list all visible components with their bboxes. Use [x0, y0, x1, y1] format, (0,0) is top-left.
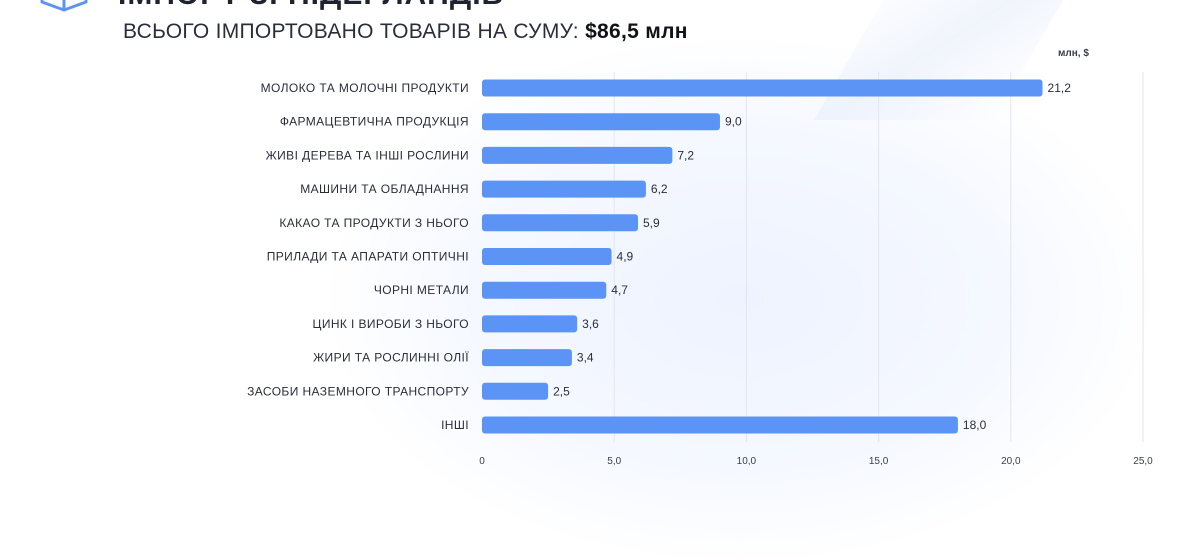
category-label: ЦИНК І ВИРОБИ З НЬОГО: [313, 317, 469, 331]
subtitle-prefix: ВСЬОГО ІМПОРТОВАНО ТОВАРІВ НА СУМУ:: [123, 20, 579, 43]
category-label: ЗАСОБИ НАЗЕМНОГО ТРАНСПОРТУ: [247, 384, 469, 398]
x-tick-label: 0: [479, 456, 485, 467]
category-label: ПРИЛАДИ ТА АПАРАТИ ОПТИЧНІ: [267, 250, 469, 264]
category-label: ЖИВІ ДЕРЕВА ТА ІНШІ РОСЛИНИ: [266, 148, 469, 162]
category-label: КАКАО ТА ПРОДУКТИ З НЬОГО: [279, 216, 469, 230]
value-label: 3,4: [577, 351, 594, 365]
page-title: ІМПОРТ ЗІ НІДЕРЛАНДІВ: [118, 0, 504, 12]
category-label: ЖИРИ ТА РОСЛИННІ ОЛІЇ: [313, 351, 469, 365]
bar: [482, 113, 720, 131]
value-label: 2,5: [553, 384, 570, 398]
bar-chart: 0 5,0 10,0 15,0 20,0 25,0 МОЛОКО ТА МОЛОЧНІ ПР…: [247, 72, 1153, 467]
x-tick-label: 5,0: [607, 456, 621, 467]
x-tick-label: 10,0: [737, 456, 757, 467]
value-label: 9,0: [725, 115, 742, 129]
category-label: ЧОРНІ МЕТАЛИ: [374, 283, 469, 297]
x-tick-label: 20,0: [1001, 456, 1021, 467]
x-tick-label: 15,0: [869, 456, 889, 467]
value-label: 5,9: [643, 216, 660, 230]
background-glow: [330, 40, 1150, 560]
bar: [482, 214, 638, 232]
x-tick-label: 25,0: [1133, 456, 1153, 467]
bar: [482, 146, 673, 164]
bar: [482, 382, 549, 400]
bar: [482, 79, 1043, 97]
value-label: 4,9: [617, 250, 634, 264]
value-label: 6,2: [651, 182, 668, 196]
bar: [482, 248, 612, 265]
value-label: 18,0: [963, 418, 987, 432]
value-label: 3,6: [582, 317, 599, 331]
category-label: МОЛОКО ТА МОЛОЧНІ ПРОДУКТИ: [261, 81, 469, 95]
bar: [482, 349, 572, 367]
unit-label: млн, $: [1058, 48, 1089, 59]
category-label: ФАРМАЦЕВТИЧНА ПРОДУКЦІЯ: [280, 115, 469, 129]
category-label: МАШИНИ ТА ОБЛАДНАННЯ: [300, 182, 469, 196]
box-logo-icon: [40, 0, 88, 12]
value-label: 4,7: [611, 283, 628, 297]
category-label: ІНШІ: [441, 418, 469, 432]
bar: [482, 315, 578, 333]
bar: [482, 281, 607, 299]
bar: [482, 180, 646, 198]
value-label: 21,2: [1048, 81, 1072, 95]
chart-subtitle: ВСЬОГО ІМПОРТОВАНО ТОВАРІВ НА СУМУ: $86,…: [123, 20, 688, 44]
bar: [482, 416, 958, 434]
total-amount: $86,5 млн: [585, 20, 688, 43]
value-label: 7,2: [677, 148, 694, 162]
